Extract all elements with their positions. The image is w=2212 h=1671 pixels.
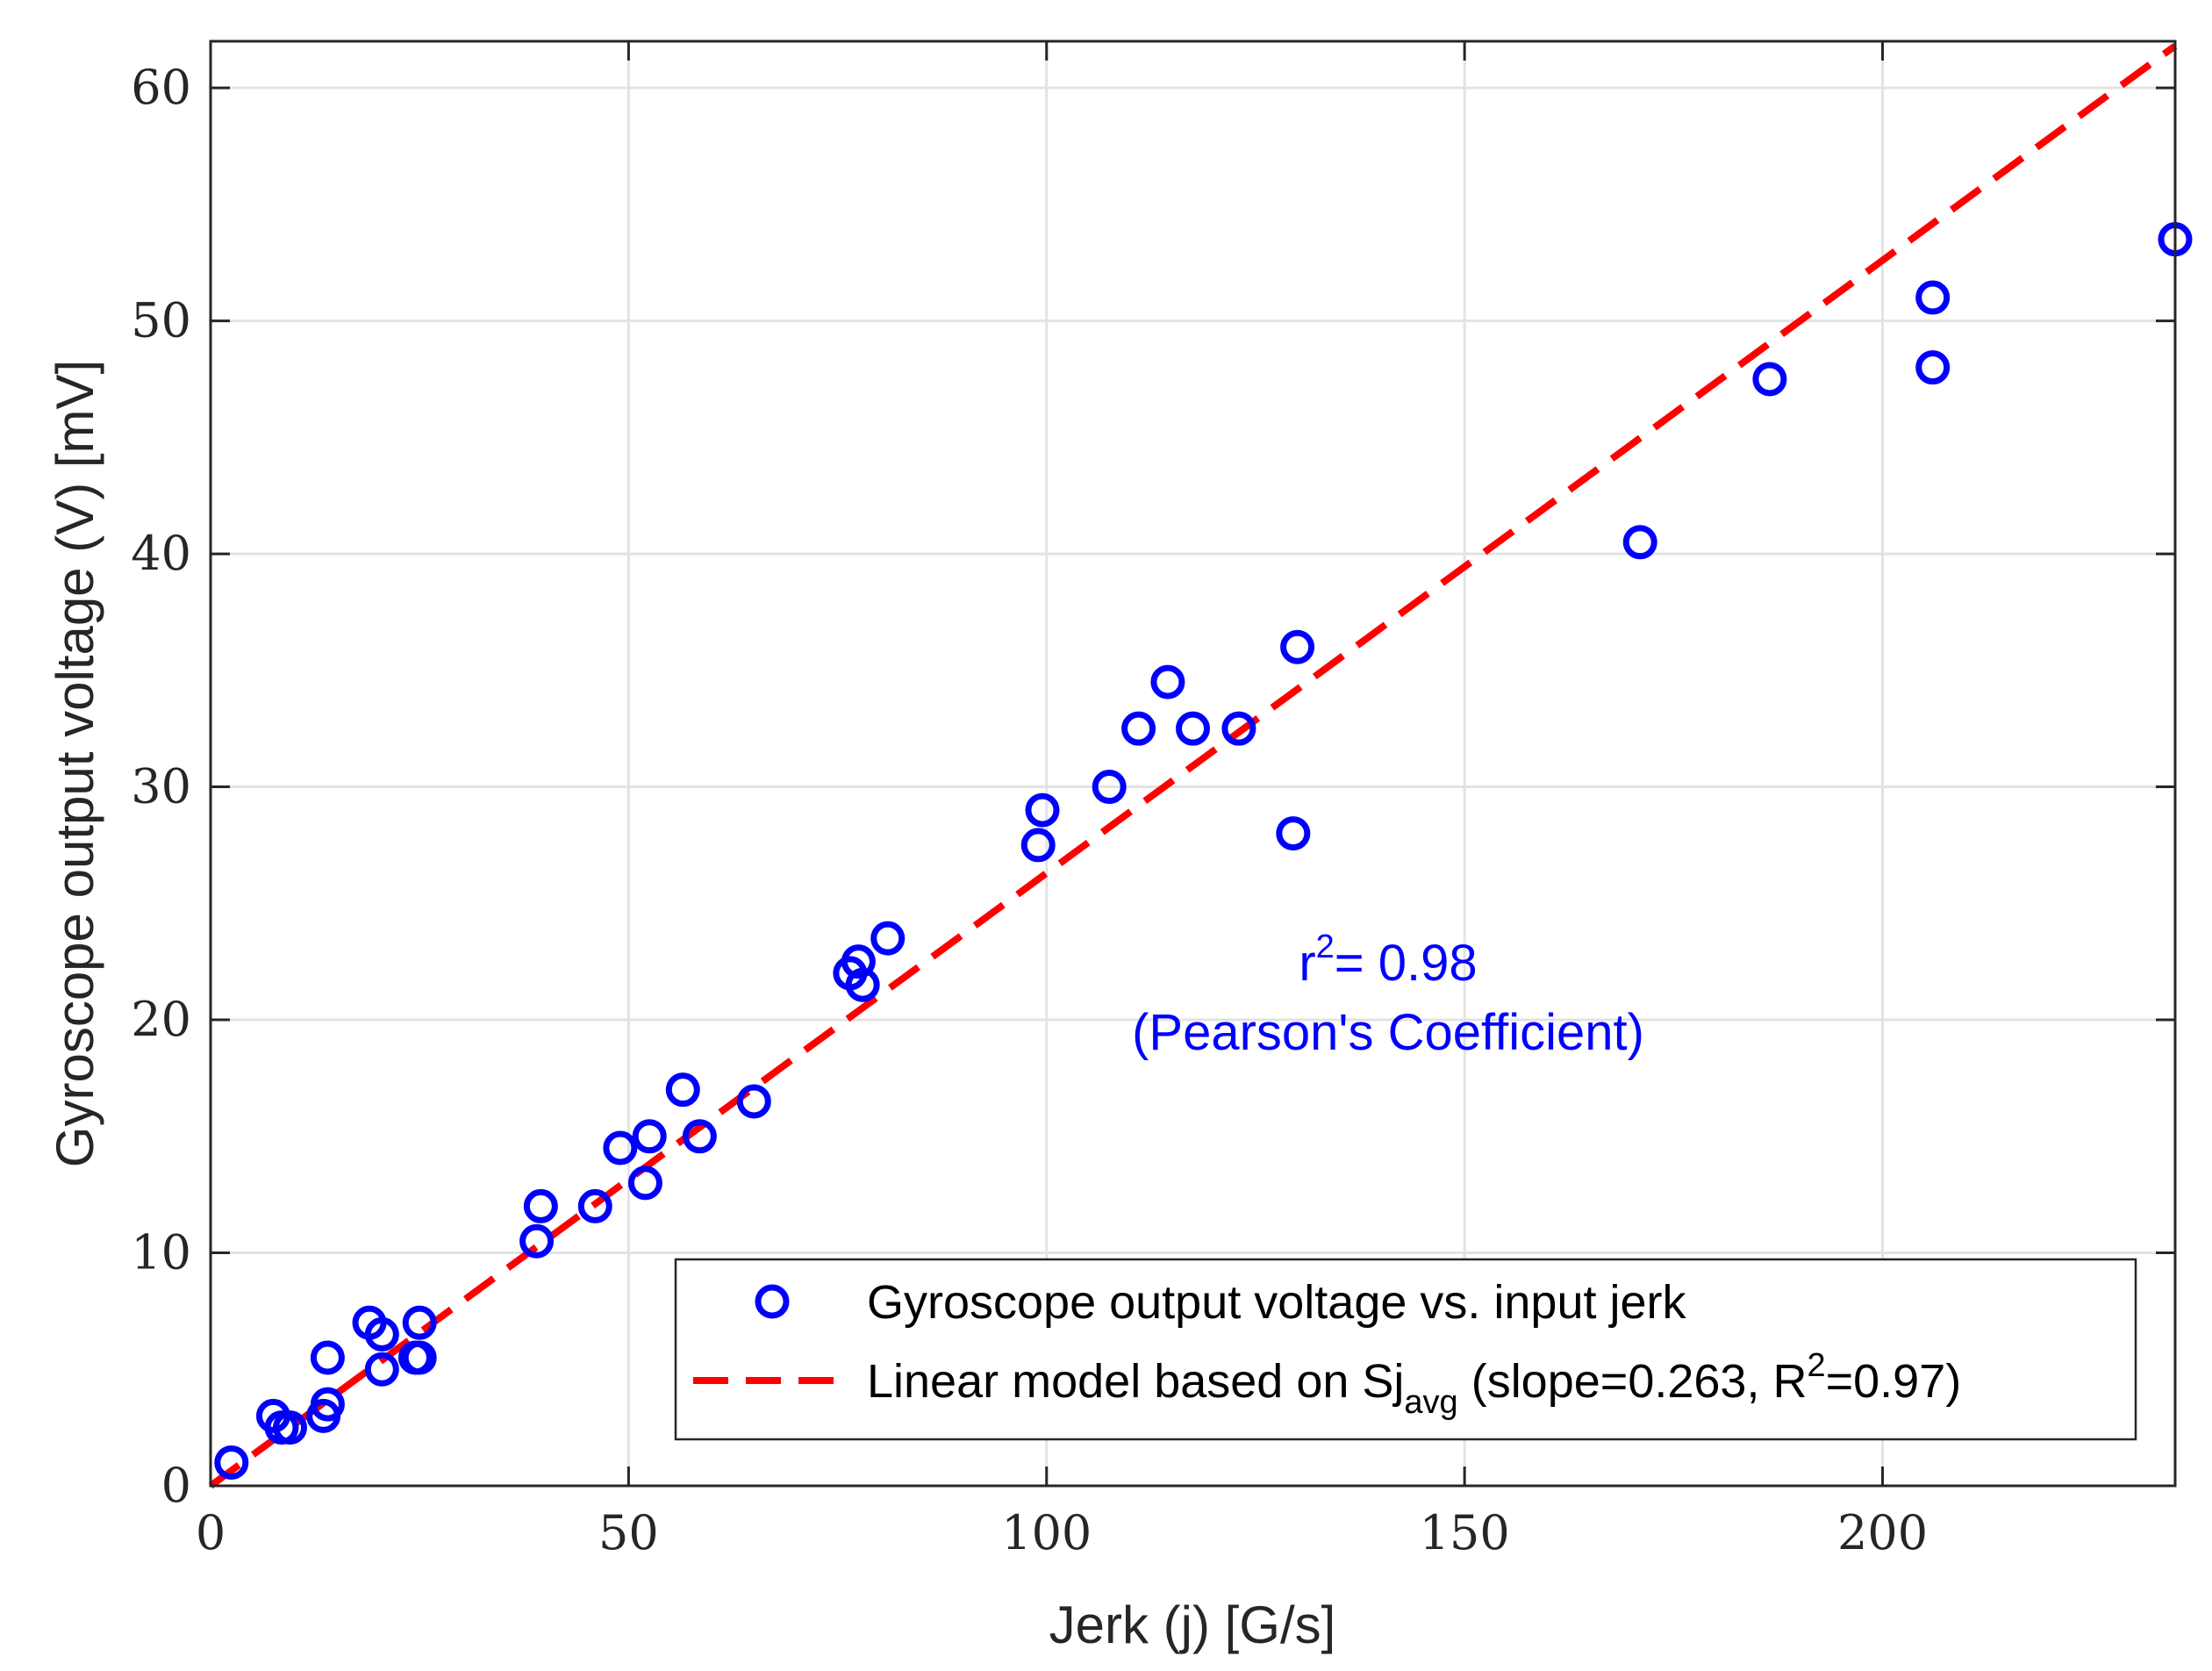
data-point [1752,362,1787,397]
legend-entry-fit-j: j [1392,1355,1404,1408]
data-point [682,1119,717,1154]
annotation-r-squared: r2= 0.98 [1299,929,1477,992]
y-tick-label: 40 [131,526,191,581]
x-tick-label: 100 [1001,1505,1092,1560]
legend-entry-fit-sub: avg [1404,1384,1457,1421]
data-point [845,967,880,1002]
y-tick-label: 20 [131,992,191,1047]
data-point [214,1445,249,1480]
data-point [632,1119,667,1154]
data-point [1020,828,1056,863]
y-tick-label: 60 [131,60,191,115]
y-tick-label: 30 [131,759,191,814]
data-point [1915,350,1951,385]
legend-entry-fit-line: Linear model based on Sjavg (slope=0.263… [867,1347,1961,1421]
data-point [577,1188,612,1223]
data-point [310,1340,345,1375]
data-point [402,1305,437,1340]
data-point [1915,280,1951,315]
y-tick-label: 10 [131,1225,191,1280]
legend-entry-fit-post: =0.97) [1826,1355,1962,1408]
data-point [870,921,906,956]
fit-line-group [208,43,2178,1489]
x-tick-label: 150 [1420,1505,1510,1560]
pearson-annotation: r2= 0.98 (Pearson's Coefficient) [1132,929,1644,1061]
tick-marks [209,41,2175,1488]
y-tick-label: 0 [161,1458,191,1513]
data-point [665,1072,700,1108]
x-tick-label: 200 [1837,1505,1928,1560]
data-point [1121,711,1156,746]
annotation-r-value: = 0.98 [1335,935,1478,992]
data-point [364,1316,399,1352]
data-point [402,1340,437,1375]
x-tick-labels: 0 50 100 150 200 [196,1505,1928,1560]
plot-area [208,39,2193,1489]
legend-box [674,1258,2137,1441]
x-tick-label: 50 [598,1505,659,1560]
data-point [1176,711,1210,746]
data-point [603,1130,638,1165]
data-point [841,944,876,979]
data-point [1221,711,1256,746]
data-point [364,1352,399,1387]
legend-entry-fit-pre: Linear model based on S [867,1355,1393,1408]
data-point [1092,770,1127,805]
data-point [627,1165,662,1201]
x-tick-label: 0 [196,1505,225,1560]
data-point [1622,525,1657,560]
fit-line [208,43,2178,1489]
data-point [273,1410,308,1445]
legend-entry-scatter: Gyroscope output voltage vs. input jerk [867,1276,1687,1329]
x-axis-label: Jerk (j) [G/s] [1049,1596,1336,1654]
y-tick-label: 50 [131,293,191,348]
data-point [736,1084,771,1119]
legend-entry-fit-sup: 2 [1807,1347,1825,1384]
y-tick-labels: 0 10 20 30 40 50 60 [131,60,191,1513]
data-point [1276,816,1311,851]
data-points [214,222,2193,1480]
data-point [523,1188,558,1223]
data-point [1150,664,1185,699]
legend: Gyroscope output voltage vs. input jerk … [674,1258,2137,1441]
y-axis-label: Gyroscope output voltage (V) [mV] [46,360,104,1167]
annotation-r: r [1299,935,1315,992]
annotation-pearson: (Pearson's Coefficient) [1132,1004,1644,1061]
legend-entry-fit-mid: (slope=0.263, R [1458,1355,1808,1408]
data-point [310,1387,345,1422]
data-point [519,1223,555,1259]
data-point [1280,629,1315,664]
data-point [1025,792,1060,828]
annotation-r-sup: 2 [1316,929,1335,965]
legend-marker-scatter [755,1284,790,1319]
axes-box [209,39,2177,1488]
